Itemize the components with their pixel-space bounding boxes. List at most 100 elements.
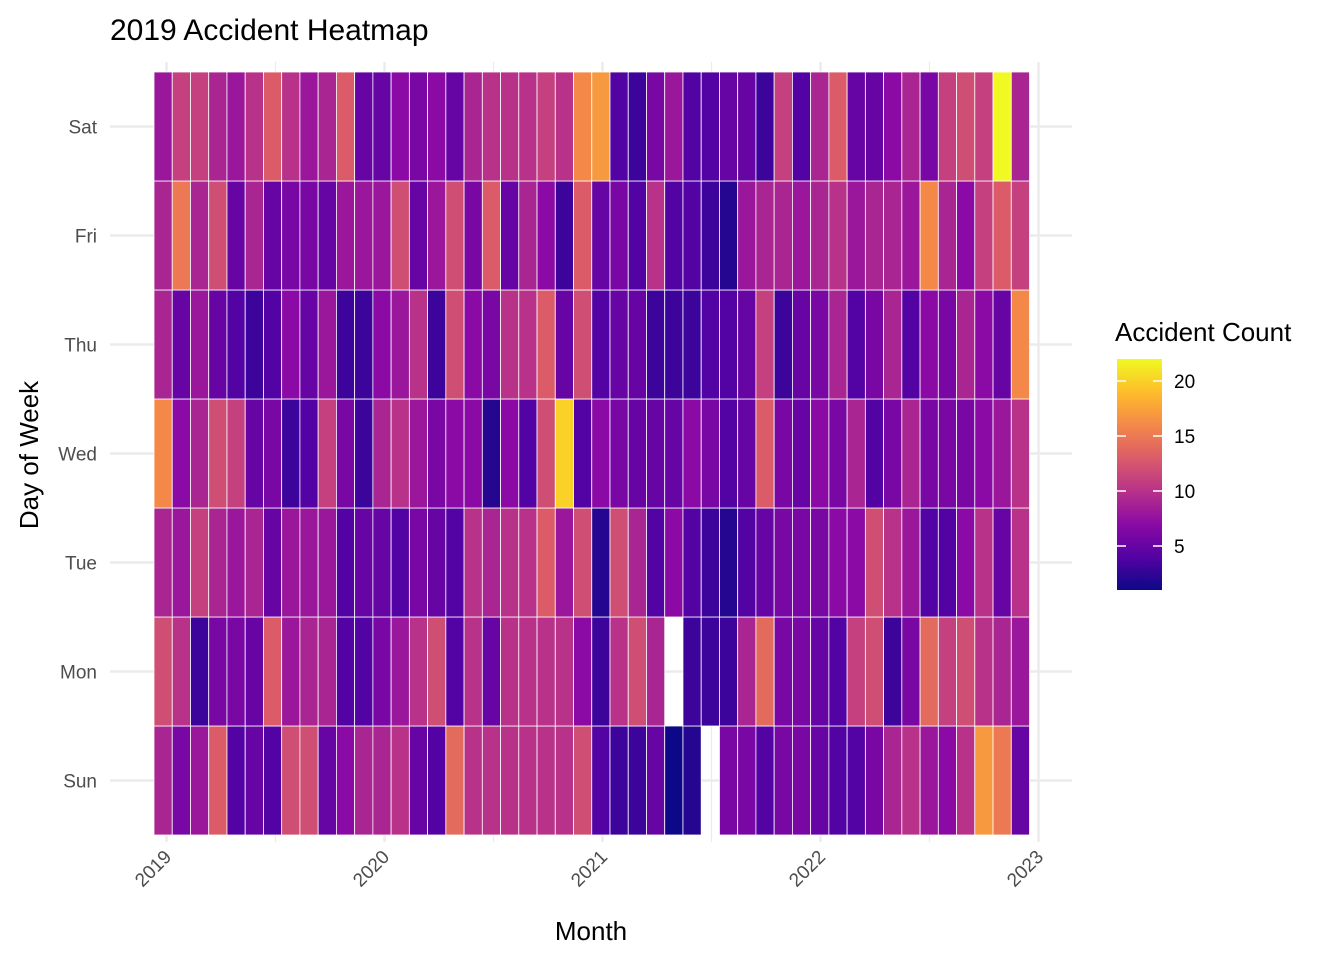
heatmap-cell bbox=[153, 725, 173, 836]
heatmap-cell bbox=[737, 180, 757, 291]
heatmap-cell bbox=[737, 398, 757, 509]
heatmap-cell bbox=[299, 180, 319, 291]
heatmap-cell bbox=[317, 289, 337, 400]
heatmap-cell bbox=[956, 398, 976, 509]
legend-ticks: 5 10 15 20 bbox=[1117, 372, 1195, 558]
heatmap-cell bbox=[792, 398, 812, 509]
heatmap-cell bbox=[609, 71, 629, 182]
heatmap-cell bbox=[427, 398, 447, 509]
heatmap-cell bbox=[792, 180, 812, 291]
heatmap-cell bbox=[846, 180, 866, 291]
heatmap-cell bbox=[299, 725, 319, 836]
heatmap-cell bbox=[372, 616, 392, 727]
x-tick-label: 2020 bbox=[349, 847, 394, 892]
heatmap-cell bbox=[664, 71, 684, 182]
legend-tick-label: 15 bbox=[1174, 427, 1195, 448]
heatmap-cell bbox=[226, 289, 246, 400]
heatmap-cell bbox=[846, 71, 866, 182]
y-axis-ticks: Sun Mon Tue Wed Thu Fri Sat bbox=[58, 118, 97, 793]
heatmap-cell bbox=[299, 398, 319, 509]
heatmap-cells bbox=[153, 71, 1030, 836]
heatmap-cell bbox=[919, 71, 939, 182]
heatmap-cell bbox=[719, 507, 739, 618]
heatmap-cell bbox=[317, 507, 337, 618]
heatmap-cell bbox=[627, 180, 647, 291]
heatmap-cell bbox=[335, 616, 356, 727]
heatmap-cell bbox=[1010, 398, 1030, 509]
heatmap-cell bbox=[463, 180, 483, 291]
heatmap-cell bbox=[573, 725, 593, 836]
heatmap-cell bbox=[153, 507, 173, 618]
heatmap-cell bbox=[810, 180, 830, 291]
heatmap-cell bbox=[956, 507, 976, 618]
heatmap-cell bbox=[317, 725, 337, 836]
heatmap-cell bbox=[700, 616, 720, 727]
heatmap-cell bbox=[974, 180, 994, 291]
heatmap-cell bbox=[737, 71, 757, 182]
heatmap-cell bbox=[445, 71, 465, 182]
heatmap-cell bbox=[810, 507, 830, 618]
heatmap-cell bbox=[536, 180, 556, 291]
heatmap-cell bbox=[846, 289, 866, 400]
heatmap-cell bbox=[372, 289, 392, 400]
heatmap-cell bbox=[536, 71, 556, 182]
heatmap-cell bbox=[810, 616, 830, 727]
heatmap-cell bbox=[263, 398, 283, 509]
heatmap-cell bbox=[481, 289, 501, 400]
heatmap-cell bbox=[792, 71, 812, 182]
heatmap-cell bbox=[244, 398, 264, 509]
heatmap-cell bbox=[408, 71, 428, 182]
heatmap-cell bbox=[1010, 289, 1030, 400]
heatmap-cell bbox=[846, 398, 866, 509]
heatmap-cell bbox=[755, 507, 775, 618]
heatmap-cell bbox=[700, 507, 720, 618]
heatmap-cell bbox=[281, 71, 301, 182]
heatmap-cell bbox=[299, 289, 319, 400]
heatmap-cell bbox=[354, 180, 374, 291]
heatmap-cell bbox=[208, 180, 228, 291]
heatmap-cell bbox=[682, 507, 702, 618]
heatmap-cell bbox=[445, 398, 465, 509]
heatmap-cell bbox=[518, 725, 538, 836]
heatmap-cell bbox=[627, 725, 647, 836]
heatmap-cell bbox=[408, 289, 428, 400]
heatmap-cell bbox=[627, 398, 647, 509]
x-tick-label: 2019 bbox=[131, 847, 176, 892]
heatmap-cell bbox=[263, 71, 283, 182]
heatmap-cell bbox=[171, 616, 191, 727]
heatmap-cell bbox=[390, 616, 410, 727]
heatmap-cell bbox=[408, 725, 428, 836]
heatmap-cell bbox=[773, 616, 793, 727]
heatmap-cell bbox=[609, 398, 629, 509]
heatmap-cell bbox=[408, 398, 428, 509]
heatmap-cell bbox=[208, 725, 228, 836]
heatmap-cell bbox=[664, 398, 684, 509]
heatmap-cell bbox=[864, 71, 884, 182]
heatmap-cell bbox=[208, 398, 228, 509]
heatmap-cell bbox=[591, 398, 611, 509]
heatmap-cell bbox=[335, 289, 356, 400]
heatmap-cell bbox=[281, 180, 301, 291]
heatmap-cell bbox=[609, 289, 629, 400]
legend-tick-label: 10 bbox=[1174, 482, 1195, 503]
heatmap-cell bbox=[974, 507, 994, 618]
heatmap-cell bbox=[646, 180, 666, 291]
heatmap-cell bbox=[627, 289, 647, 400]
heatmap-cell bbox=[190, 725, 210, 836]
heatmap-cell bbox=[719, 289, 739, 400]
y-tick-label: Sat bbox=[68, 118, 97, 139]
heatmap-cell bbox=[755, 71, 775, 182]
heatmap-cell bbox=[500, 398, 520, 509]
heatmap-cell bbox=[755, 725, 775, 836]
heatmap-cell bbox=[390, 71, 410, 182]
heatmap-cell bbox=[937, 180, 957, 291]
heatmap-cell bbox=[700, 289, 720, 400]
heatmap-cell bbox=[883, 180, 903, 291]
x-axis-title: Month bbox=[555, 916, 627, 946]
heatmap-cell bbox=[573, 289, 593, 400]
heatmap-cell bbox=[883, 616, 903, 727]
heatmap-cell bbox=[536, 725, 556, 836]
heatmap-cell bbox=[408, 507, 428, 618]
heatmap-cell bbox=[500, 616, 520, 727]
